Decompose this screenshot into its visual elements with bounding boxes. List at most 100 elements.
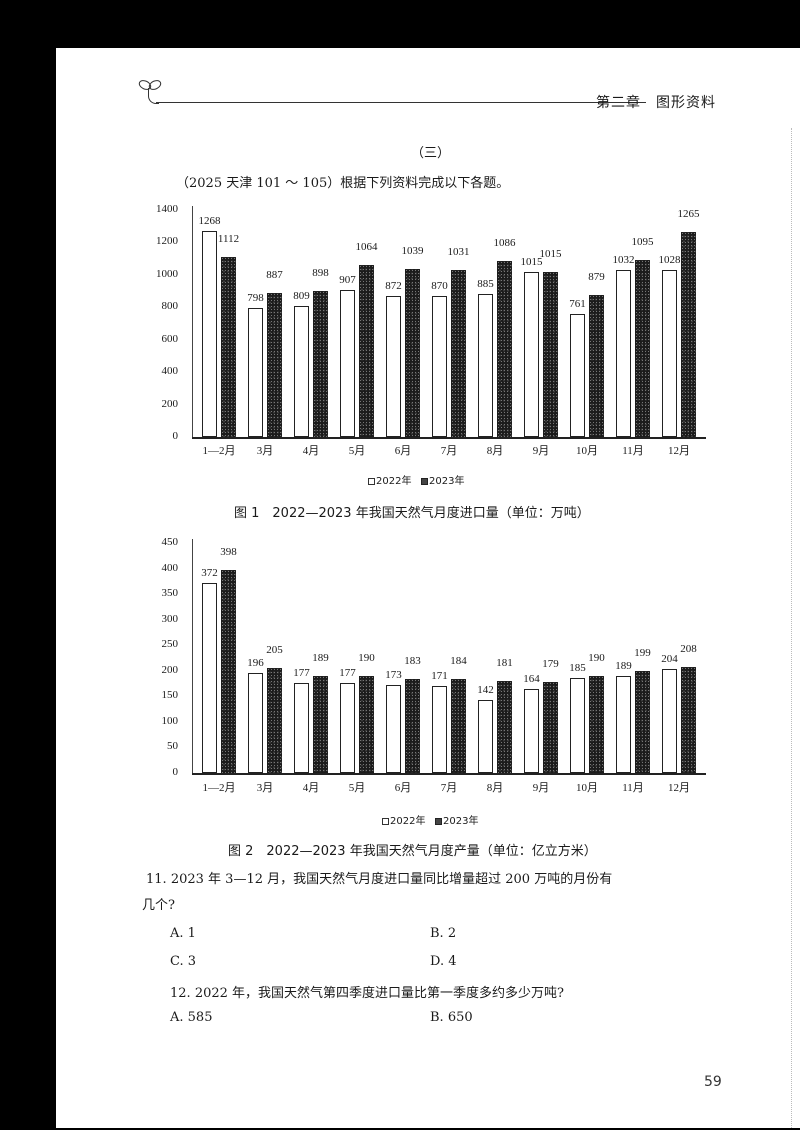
- y-tick-label: 100: [161, 714, 179, 727]
- bar-value-label: 798: [247, 291, 264, 304]
- bar-2023: [681, 231, 696, 437]
- option-a[interactable]: A. 585: [170, 1010, 213, 1025]
- chart-import-volume: 0 200 400 600 800 1000 1200 1400 1268 1112 1—2月 798…: [56, 48, 800, 528]
- bar-2023: [313, 291, 328, 437]
- question-text: 2023 年 3—12 月，我国天然气月度进口量同比增量超过 200 万吨的月份…: [170, 872, 613, 887]
- option-c[interactable]: C. 3: [170, 954, 197, 969]
- bar-value-label: 1015: [520, 256, 543, 269]
- bar-2023: [405, 268, 420, 437]
- bar-2022: [570, 313, 585, 437]
- option-b[interactable]: B. 2: [430, 926, 457, 941]
- page-number: 59: [704, 1074, 722, 1090]
- bar-value-label: 185: [569, 662, 586, 675]
- bar-value-label: 1031: [447, 245, 470, 258]
- bar-2023: [451, 269, 466, 437]
- chart2-caption: 图 2 2022—2023 年我国天然气月度产量（单位：亿立方米）: [228, 844, 597, 859]
- bar-value-label: 177: [293, 666, 310, 679]
- y-tick-label: 450: [161, 536, 179, 549]
- bar-value-label: 870: [431, 279, 448, 292]
- x-tick-label: 12月: [668, 445, 690, 457]
- bar-2023: [635, 259, 650, 437]
- bar-2023: [313, 676, 328, 773]
- x-tick-label: 8月: [486, 782, 504, 794]
- bar-2023: [589, 294, 604, 437]
- bar-2023: [451, 678, 466, 773]
- bar-value-label: 208: [680, 642, 697, 655]
- x-tick-label: 4月: [302, 782, 320, 794]
- legend-label-2022: 2022年: [390, 816, 426, 827]
- bar-2022: [478, 293, 493, 437]
- section-intro: （2025 天津 101 ～ 105）根据下列资料完成以下各题。: [176, 176, 510, 191]
- legend-label-2023: 2023年: [443, 816, 479, 827]
- bar-2023: [267, 668, 282, 773]
- bar-value-label: 1112: [217, 232, 240, 245]
- legend-swatch-2022: [368, 477, 375, 485]
- y-tick-label: 200: [161, 663, 179, 676]
- option-d[interactable]: D. 4: [430, 954, 457, 969]
- bar-2023: [543, 681, 558, 773]
- bar-2022: [248, 307, 263, 437]
- bar-value-label: 1032: [612, 253, 635, 266]
- bar-value-label: 885: [477, 277, 494, 290]
- bar-value-label: 907: [339, 273, 356, 286]
- x-tick-label: 7月: [440, 782, 458, 794]
- y-tick-label: 300: [161, 612, 179, 625]
- y-tick-label: 50: [167, 740, 178, 753]
- y-tick-label: 0: [172, 430, 179, 442]
- x-tick-label: 7月: [440, 445, 458, 457]
- question-number: 12.: [170, 986, 191, 1001]
- bar-2023: [267, 293, 282, 437]
- x-tick-label: 3月: [256, 445, 274, 457]
- x-tick-label: 10月: [576, 445, 598, 457]
- bar-value-label: 1015: [539, 248, 562, 261]
- x-tick-label: 5月: [348, 782, 366, 794]
- legend-swatch-2023: [435, 817, 442, 825]
- option-a[interactable]: A. 1: [170, 926, 196, 941]
- y-tick-label: 1400: [156, 203, 178, 216]
- bar-value-label: 196: [247, 656, 264, 669]
- page-edge: [791, 128, 794, 1128]
- chart-production-volume: 0 50 100 150 200 250 300 350 400 450 372 398 1—2月 196…: [56, 48, 800, 848]
- y-tick-label: 400: [161, 561, 179, 574]
- bar-value-label: 879: [588, 270, 605, 283]
- x-axis: [192, 773, 706, 775]
- x-tick-label: 11月: [622, 445, 644, 457]
- bar-value-label: 177: [339, 666, 356, 679]
- y-tick-label: 1200: [156, 235, 178, 248]
- bar-2023: [543, 272, 558, 437]
- x-tick-label: 10月: [576, 782, 598, 794]
- question-number: 11.: [146, 872, 167, 887]
- bar-value-label: 179: [542, 657, 559, 670]
- bar-2023: [497, 260, 512, 437]
- x-tick-label: 9月: [532, 782, 550, 794]
- bar-value-label: 205: [266, 644, 283, 657]
- bar-value-label: 761: [569, 297, 586, 310]
- bar-value-label: 1028: [658, 254, 681, 267]
- x-tick-label: 3月: [256, 782, 274, 794]
- bar-value-label: 173: [385, 668, 402, 681]
- bar-2022: [524, 272, 539, 437]
- book-page: 第二章 图形资料 （三） （2025 天津 101 ～ 105）根据下列资料完成…: [56, 48, 800, 1128]
- bar-2022: [386, 684, 401, 773]
- y-axis: [192, 539, 193, 773]
- bar-value-label: 142: [477, 684, 494, 697]
- y-tick-label: 400: [161, 365, 179, 378]
- bar-value-label: 872: [385, 279, 402, 292]
- bar-value-label: 809: [293, 289, 310, 302]
- option-b[interactable]: B. 650: [430, 1010, 473, 1025]
- header-rule: [156, 102, 646, 103]
- bar-2022: [616, 269, 631, 437]
- bar-2023: [497, 680, 512, 773]
- x-tick-label: 1—2月: [202, 782, 236, 794]
- bar-value-label: 1086: [493, 236, 516, 249]
- question-11: 11. 2023 年 3—12 月，我国天然气月度进口量同比增量超过 200 万…: [146, 868, 612, 887]
- bar-2023: [359, 675, 374, 773]
- x-tick-label: 1—2月: [202, 445, 236, 457]
- bar-value-label: 1265: [677, 207, 700, 220]
- legend-swatch-2022: [382, 817, 389, 825]
- chart2-legend: 2022年 2023年: [382, 812, 478, 827]
- bar-2023: [635, 671, 650, 773]
- bar-2023: [405, 679, 420, 773]
- bar-2022: [202, 582, 217, 773]
- y-tick-label: 150: [161, 689, 179, 702]
